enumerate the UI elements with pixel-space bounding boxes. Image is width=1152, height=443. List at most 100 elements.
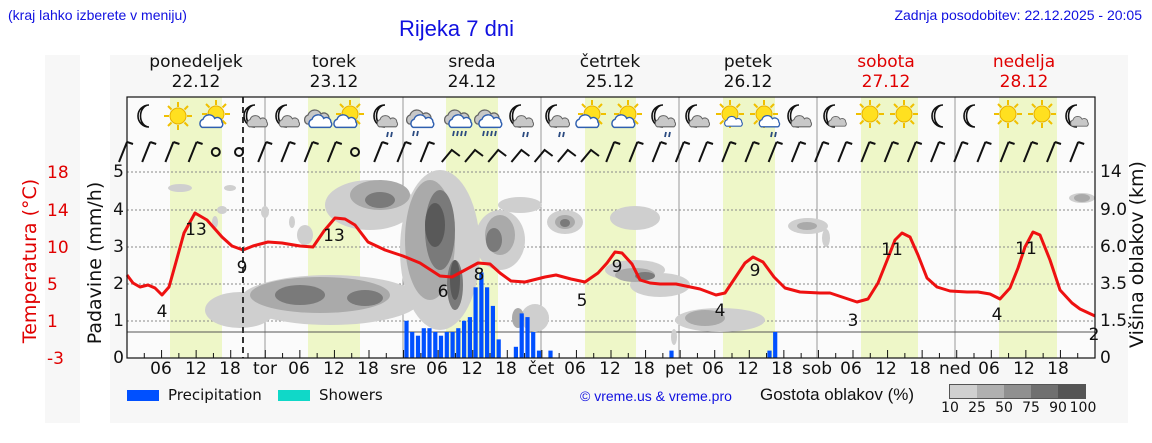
x-tick: 12: [185, 359, 207, 379]
svg-text:5: 5: [577, 291, 588, 311]
temperature-value-labels: 4 13 9 13 6 8 5 9 4 9 3 11 4 11 2: [157, 220, 1100, 345]
showers-swatch: [278, 389, 310, 401]
day-name: petek: [723, 52, 773, 72]
day-header: torek 23.12: [265, 52, 403, 92]
x-tick: 06: [978, 359, 1000, 379]
x-tick: 12: [1013, 359, 1035, 379]
x-tick: 18: [1047, 359, 1069, 379]
cloud-density-scale: [949, 384, 1086, 399]
scale-tick: 25: [968, 400, 986, 416]
calm-wind-icon: [234, 147, 244, 157]
x-tick: 12: [875, 359, 897, 379]
legend-precipitation: Precipitation: [127, 386, 262, 404]
scale-tick: 100: [1069, 400, 1097, 416]
calm-wind-icon: [350, 147, 360, 157]
day-header-weekend: nedelja 28.12: [955, 52, 1093, 92]
page-title: Rijeka 7 dni: [399, 16, 514, 41]
sun-cloud-icon: [715, 99, 745, 129]
cloud-height-tick: 6.0: [1100, 237, 1128, 257]
precip-tick: 2: [113, 274, 124, 294]
svg-text:11: 11: [1015, 239, 1037, 259]
cloud-height-axis-label: Višina oblakov (km): [1126, 161, 1148, 348]
temperature-axis-label: Temperatura (°C): [19, 178, 41, 344]
x-tick: 06: [288, 359, 310, 379]
day-header-weekend: sobota 27.12: [817, 52, 955, 92]
precip-tick: 1: [113, 311, 124, 331]
x-tick: pet: [665, 359, 693, 379]
cloud-height-tick: 14: [1100, 162, 1122, 182]
x-tick: 12: [323, 359, 345, 379]
x-tick: sre: [390, 359, 416, 379]
x-tick: ned: [938, 359, 972, 379]
legend-label: Precipitation: [168, 386, 262, 404]
credit-link[interactable]: © vreme.us & vreme.pro: [580, 388, 732, 404]
scale-tick: 10: [941, 400, 959, 416]
svg-text:4: 4: [992, 305, 1003, 325]
scale-tick: 50: [995, 400, 1013, 416]
x-tick: sob: [801, 359, 833, 379]
x-tick: 12: [737, 359, 759, 379]
x-tick: 12: [461, 359, 483, 379]
temp-tick: -3: [47, 349, 64, 369]
scale-tick: 90: [1049, 400, 1067, 416]
day-header: petek 26.12: [679, 52, 817, 92]
day-date: 22.12: [171, 72, 221, 92]
day-header: sreda 24.12: [403, 52, 541, 92]
legend-showers: Showers: [278, 386, 383, 404]
svg-text:4: 4: [157, 302, 168, 322]
day-name: sobota: [857, 52, 915, 72]
wind-barbs: [118, 141, 1086, 163]
precip-tick: 3: [113, 237, 124, 257]
scale-tick: 75: [1022, 400, 1040, 416]
x-tick: 06: [840, 359, 862, 379]
temp-tick: 14: [47, 201, 69, 221]
temp-tick: 10: [47, 238, 69, 258]
precip-tick: 4: [113, 200, 124, 220]
day-name: torek: [312, 52, 356, 72]
day-header: četrtek 25.12: [541, 52, 679, 92]
day-date: 24.12: [447, 72, 497, 92]
svg-text:9: 9: [237, 258, 248, 278]
temp-tick: 18: [47, 163, 69, 183]
x-tick: 06: [702, 359, 724, 379]
sun-icon: [1027, 99, 1057, 129]
x-tick: 18: [357, 359, 379, 379]
svg-text:11: 11: [881, 240, 903, 260]
x-tick: 18: [909, 359, 931, 379]
svg-text:2: 2: [1089, 325, 1100, 345]
svg-text:13: 13: [185, 220, 207, 240]
x-tick: 06: [426, 359, 448, 379]
cloud-height-tick: 9.0: [1100, 200, 1128, 220]
sun-icon: [993, 99, 1023, 129]
temperature-axis-panel: [45, 55, 80, 423]
precipitation-swatch: [127, 389, 159, 401]
x-tick: 18: [495, 359, 517, 379]
svg-text:13: 13: [323, 226, 345, 246]
precipitation-bars: [404, 272, 778, 358]
day-header: ponedeljek 22.12: [127, 52, 265, 92]
location-menu-hint: (kraj lahko izberete v meniju): [8, 7, 187, 23]
cloud-height-tick: 1.5: [1100, 311, 1128, 331]
sun-icon: [889, 99, 919, 129]
day-date: 28.12: [999, 72, 1049, 92]
x-tick: tor: [252, 359, 278, 379]
precip-tick: 0: [113, 348, 124, 368]
day-name: ponedeljek: [149, 52, 243, 72]
x-tick: 06: [150, 359, 172, 379]
day-date: 23.12: [309, 72, 359, 92]
calm-wind-icon: [210, 147, 221, 157]
day-name: sreda: [448, 52, 496, 72]
x-tick: čet: [527, 359, 555, 379]
temp-tick: 1: [47, 312, 58, 332]
svg-text:4: 4: [715, 301, 726, 321]
cloud-density-label: Gostota oblakov (%): [760, 385, 915, 404]
x-tick: 06: [564, 359, 586, 379]
x-tick: 18: [771, 359, 793, 379]
precip-tick: 5: [113, 162, 124, 182]
sun-icon: [163, 101, 193, 131]
precipitation-axis-label: Padavine (mm/h): [84, 181, 106, 345]
day-name: nedelja: [992, 52, 1056, 72]
svg-text:6: 6: [438, 282, 449, 302]
temperature-line: [125, 211, 1096, 318]
